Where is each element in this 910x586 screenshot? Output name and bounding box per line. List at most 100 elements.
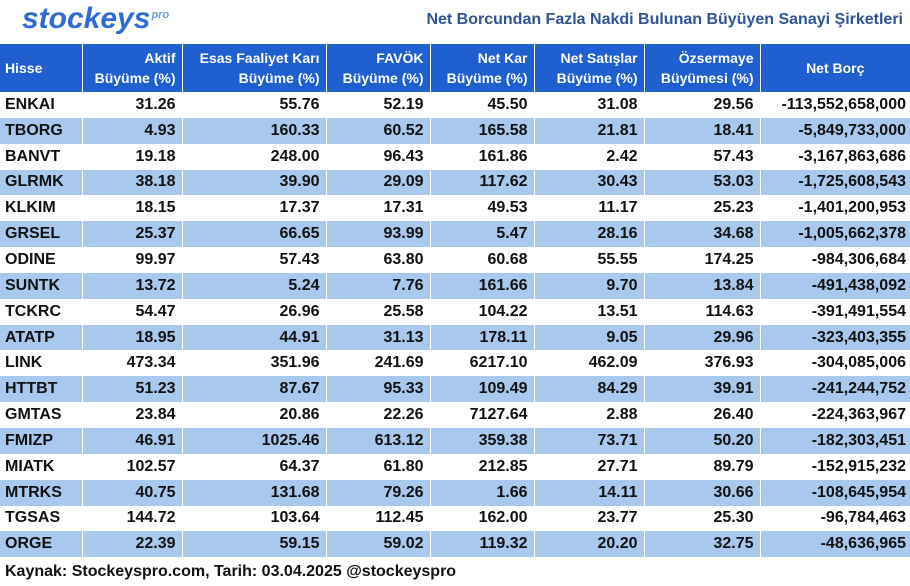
- cell-net-borc: -182,303,451: [760, 427, 910, 454]
- cell-aktif-buyume: 473.34: [82, 350, 183, 377]
- cell-aktif-buyume: 38.18: [82, 169, 183, 196]
- cell-net-kar-buyume: 161.86: [430, 143, 535, 170]
- cell-favok-buyume: 31.13: [326, 324, 431, 351]
- cell-net-borc: -1,401,200,953: [760, 195, 910, 222]
- cell-ozsermaye-buyumesi: 376.93: [644, 350, 761, 377]
- table-row: MTRKS 40.75 131.68 79.26 1.66 14.11 30.66 -108,…: [0, 479, 910, 506]
- header-label-line2: Büyüme (%): [446, 70, 528, 86]
- header-label-line1: Hisse: [5, 60, 43, 76]
- cell-net-satislar-buyume: 27.71: [534, 453, 645, 480]
- cell-hisse: GMTAS: [0, 402, 83, 428]
- cell-ozsermaye-buyumesi: 50.20: [644, 427, 761, 454]
- header-label-line2: Büyüme (%): [342, 70, 424, 86]
- cell-hisse: LINK: [0, 350, 83, 377]
- header-label-line2: Büyümesi (%): [660, 70, 754, 86]
- table-row: LINK 473.34 351.96 241.69 6217.10 462.09 376.9…: [0, 350, 910, 377]
- table-row: ORGE 22.39 59.15 59.02 119.32 20.20 32.75 -48,6…: [0, 531, 910, 558]
- cell-hisse: ATATP: [0, 324, 83, 351]
- top-bar: stockeyspro Net Borcundan Fazla Nakdi Bu…: [0, 0, 910, 44]
- cell-ozsermaye-buyumesi: 39.91: [644, 376, 761, 403]
- cell-favok-buyume: 61.80: [326, 453, 431, 480]
- cell-favok-buyume: 60.52: [326, 117, 431, 144]
- cell-ozsermaye-buyumesi: 25.23: [644, 195, 761, 222]
- cell-net-satislar-buyume: 21.81: [534, 117, 645, 144]
- table-header: Hisse Aktif Büyüme (%) Esas Faaliyet Karı Bü…: [0, 44, 910, 92]
- cell-ozsermaye-buyumesi: 18.41: [644, 117, 761, 144]
- cell-net-satislar-buyume: 9.05: [534, 324, 645, 351]
- cell-net-borc: -113,552,658,000: [760, 92, 910, 118]
- cell-net-kar-buyume: 165.58: [430, 117, 535, 144]
- cell-esas-faaliyet-kari-buyume: 17.37: [182, 195, 327, 222]
- table-row: TBORG 4.93 160.33 60.52 165.58 21.81 18.41 -5,8…: [0, 117, 910, 144]
- cell-ozsermaye-buyumesi: 174.25: [644, 247, 761, 273]
- table-row: KLKIM 18.15 17.37 17.31 49.53 11.17 25.23 -1,40…: [0, 195, 910, 222]
- cell-net-kar-buyume: 104.22: [430, 298, 535, 325]
- cell-net-satislar-buyume: 462.09: [534, 350, 645, 377]
- cell-favok-buyume: 613.12: [326, 427, 431, 454]
- cell-hisse: TCKRC: [0, 298, 83, 325]
- cell-aktif-buyume: 18.95: [82, 324, 183, 351]
- cell-net-satislar-buyume: 20.20: [534, 531, 645, 558]
- cell-net-borc: -96,784,463: [760, 505, 910, 532]
- cell-net-borc: -3,167,863,686: [760, 143, 910, 170]
- table-row: TCKRC 54.47 26.96 25.58 104.22 13.51 114.63 -39…: [0, 298, 910, 325]
- cell-aktif-buyume: 22.39: [82, 531, 183, 558]
- table-row: GMTAS 23.84 20.86 22.26 7127.64 2.88 26.40 -224…: [0, 402, 910, 428]
- header-col-hisse: Hisse: [0, 44, 83, 92]
- cell-favok-buyume: 29.09: [326, 169, 431, 196]
- cell-esas-faaliyet-kari-buyume: 87.67: [182, 376, 327, 403]
- cell-favok-buyume: 17.31: [326, 195, 431, 222]
- cell-esas-faaliyet-kari-buyume: 5.24: [182, 272, 327, 299]
- header-col-net-kar-buyume: Net Kar Büyüme (%): [430, 44, 535, 92]
- header-col-net-borc: Net Borç: [760, 44, 910, 92]
- cell-hisse: ORGE: [0, 531, 83, 558]
- cell-esas-faaliyet-kari-buyume: 131.68: [182, 479, 327, 506]
- cell-hisse: MTRKS: [0, 479, 83, 506]
- cell-ozsermaye-buyumesi: 29.96: [644, 324, 761, 351]
- header-col-ozsermaye-buyumesi: Özsermaye Büyümesi (%): [644, 44, 761, 92]
- cell-ozsermaye-buyumesi: 57.43: [644, 143, 761, 170]
- cell-net-kar-buyume: 161.66: [430, 272, 535, 299]
- cell-hisse: GLRMK: [0, 169, 83, 196]
- cell-hisse: FMIZP: [0, 427, 83, 454]
- header-label-line1: Net Borç: [806, 60, 865, 76]
- cell-net-kar-buyume: 5.47: [430, 221, 535, 248]
- cell-esas-faaliyet-kari-buyume: 66.65: [182, 221, 327, 248]
- cell-net-kar-buyume: 45.50: [430, 92, 535, 118]
- cell-hisse: TBORG: [0, 117, 83, 144]
- table-row: BANVT 19.18 248.00 96.43 161.86 2.42 57.43 -3,1…: [0, 143, 910, 170]
- cell-esas-faaliyet-kari-buyume: 248.00: [182, 143, 327, 170]
- cell-net-borc: -5,849,733,000: [760, 117, 910, 144]
- cell-net-kar-buyume: 162.00: [430, 505, 535, 532]
- cell-esas-faaliyet-kari-buyume: 64.37: [182, 453, 327, 480]
- cell-esas-faaliyet-kari-buyume: 57.43: [182, 247, 327, 273]
- cell-net-kar-buyume: 60.68: [430, 247, 535, 273]
- cell-ozsermaye-buyumesi: 34.68: [644, 221, 761, 248]
- cell-net-borc: -304,085,006: [760, 350, 910, 377]
- header-col-net-satislar-buyume: Net Satışlar Büyüme (%): [534, 44, 645, 92]
- cell-ozsermaye-buyumesi: 32.75: [644, 531, 761, 558]
- cell-hisse: BANVT: [0, 143, 83, 170]
- cell-net-borc: -323,403,355: [760, 324, 910, 351]
- cell-favok-buyume: 93.99: [326, 221, 431, 248]
- source-footer: Kaynak: Stockeyspro.com, Tarih: 03.04.20…: [5, 563, 457, 580]
- header-label-line1: Esas Faaliyet Karı: [199, 50, 320, 66]
- cell-net-satislar-buyume: 31.08: [534, 92, 645, 118]
- cell-favok-buyume: 7.76: [326, 272, 431, 299]
- cell-aktif-buyume: 31.26: [82, 92, 183, 118]
- cell-aktif-buyume: 102.57: [82, 453, 183, 480]
- cell-net-kar-buyume: 49.53: [430, 195, 535, 222]
- cell-hisse: KLKIM: [0, 195, 83, 222]
- cell-favok-buyume: 25.58: [326, 298, 431, 325]
- table-row: GLRMK 38.18 39.90 29.09 117.62 30.43 53.03 -1,7…: [0, 169, 910, 196]
- cell-esas-faaliyet-kari-buyume: 351.96: [182, 350, 327, 377]
- header-label-line1: Aktif: [144, 50, 176, 66]
- logo-suffix: pro: [151, 9, 170, 21]
- page-title: Net Borcundan Fazla Nakdi Bulunan Büyüye…: [426, 11, 903, 28]
- cell-net-kar-buyume: 178.11: [430, 324, 535, 351]
- cell-esas-faaliyet-kari-buyume: 59.15: [182, 531, 327, 558]
- header-label-line2: Büyüme (%): [556, 70, 638, 86]
- table-row: ODINE 99.97 57.43 63.80 60.68 55.55 174.25 -984…: [0, 247, 910, 273]
- cell-net-satislar-buyume: 9.70: [534, 272, 645, 299]
- cell-net-kar-buyume: 7127.64: [430, 402, 535, 428]
